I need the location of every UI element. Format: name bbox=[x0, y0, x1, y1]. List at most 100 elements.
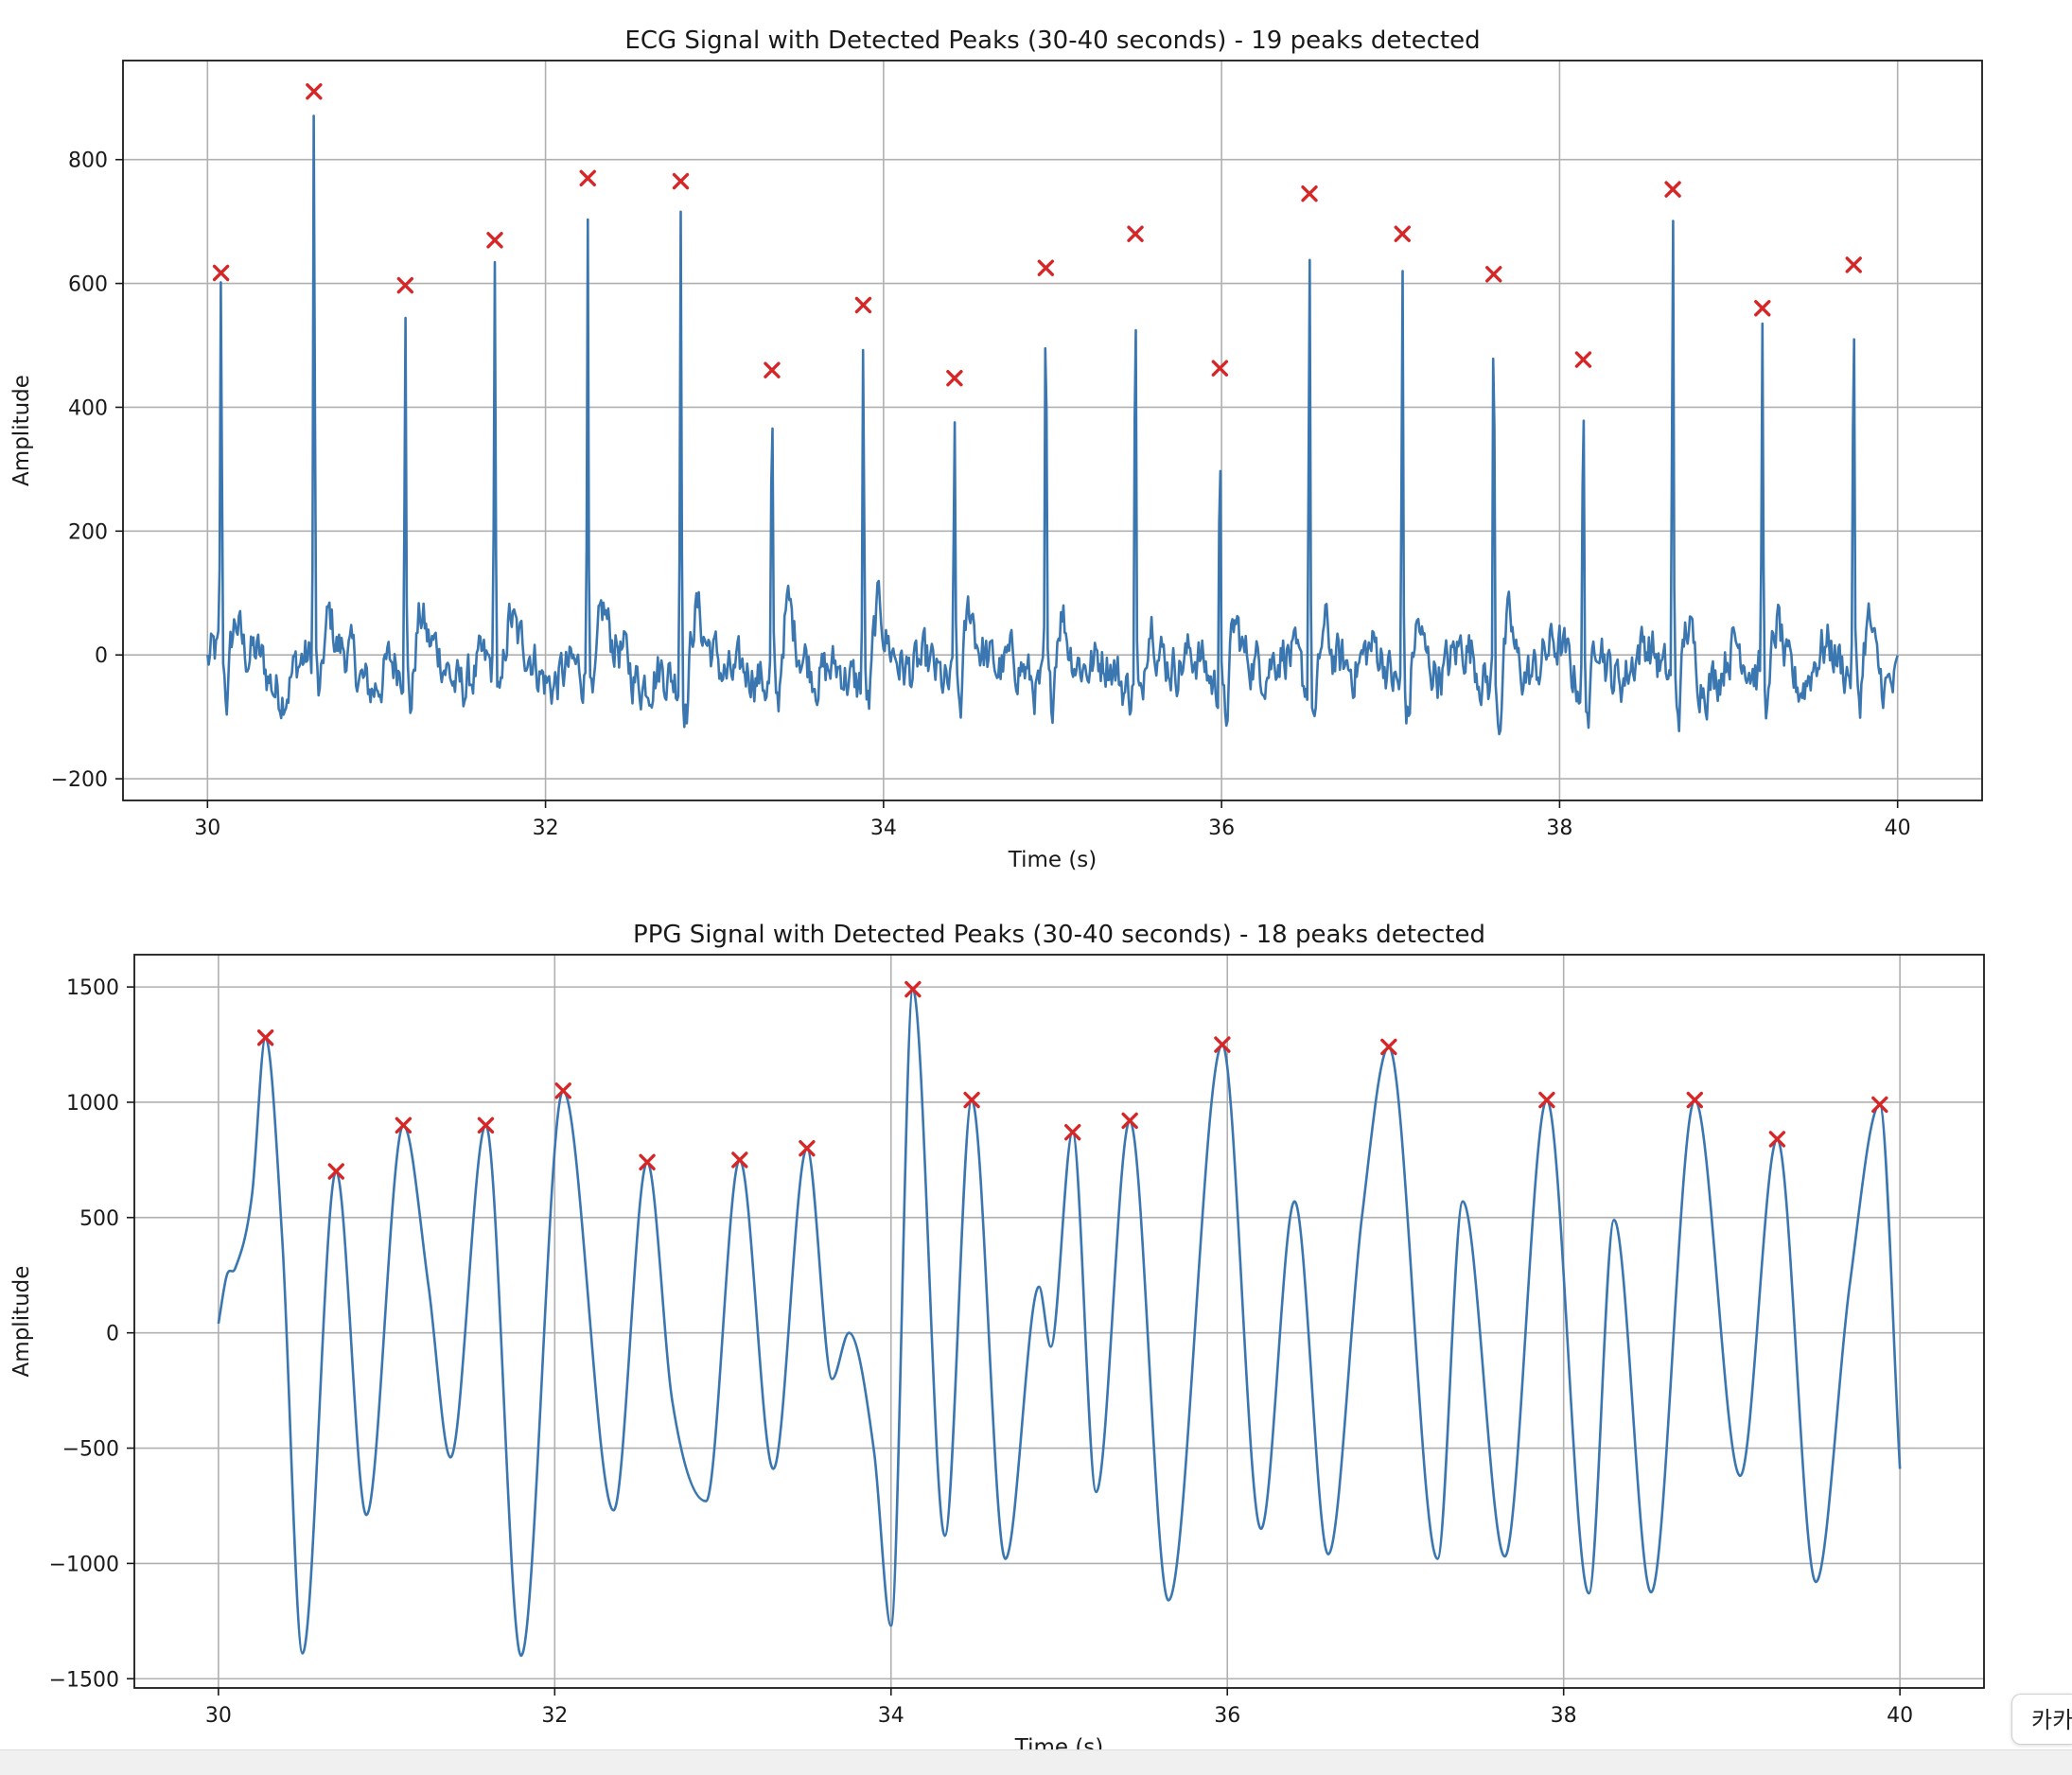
x-axis-label: Time (s) bbox=[1014, 1735, 1104, 1750]
peak-marker-stroke bbox=[1871, 1096, 1888, 1114]
peak-marker bbox=[486, 232, 503, 249]
peak-marker-stroke bbox=[1754, 300, 1771, 317]
peak-marker-stroke bbox=[1211, 360, 1229, 377]
peak-marker bbox=[1121, 1112, 1138, 1130]
peak-marker-stroke bbox=[395, 1116, 413, 1134]
y-tick-label: −200 bbox=[51, 768, 108, 792]
peak-marker bbox=[1845, 256, 1862, 273]
peak-marker bbox=[764, 361, 781, 378]
peak-marker bbox=[1211, 360, 1229, 377]
peak-marker bbox=[396, 276, 414, 294]
x-tick-label: 32 bbox=[541, 1704, 568, 1728]
peak-marker-stroke bbox=[731, 1151, 748, 1169]
peak-marker-stroke bbox=[1127, 225, 1144, 242]
peak-marker-stroke bbox=[1121, 1112, 1138, 1130]
axes-frame bbox=[122, 60, 1983, 801]
peak-marker-stroke bbox=[1214, 1036, 1231, 1053]
x-axis-label: Time (s) bbox=[1008, 848, 1097, 872]
y-tick-label: 800 bbox=[68, 149, 108, 173]
x-tick-label: 40 bbox=[1887, 1704, 1913, 1728]
peak-marker bbox=[904, 980, 922, 998]
peak-marker-stroke bbox=[904, 980, 922, 998]
peak-marker-stroke bbox=[477, 1116, 495, 1134]
peak-marker bbox=[639, 1153, 656, 1171]
peak-marker bbox=[1380, 1038, 1397, 1056]
peak-marker-stroke bbox=[1037, 259, 1055, 276]
peak-marker bbox=[1301, 185, 1318, 202]
peak-marker-stroke bbox=[1768, 1131, 1786, 1148]
peak-marker-stroke bbox=[306, 83, 323, 100]
peak-marker bbox=[1394, 225, 1411, 242]
peak-marker-stroke bbox=[672, 172, 690, 190]
y-tick-label: 200 bbox=[68, 520, 108, 544]
x-tick-label: 30 bbox=[205, 1704, 232, 1728]
y-tick-label: 0 bbox=[106, 1323, 119, 1346]
peak-marker-stroke bbox=[1686, 1091, 1704, 1109]
peak-marker bbox=[579, 169, 596, 187]
peak-marker-stroke bbox=[1394, 225, 1411, 242]
y-tick-label: 500 bbox=[79, 1207, 119, 1231]
x-tick-label: 38 bbox=[1546, 817, 1572, 840]
peak-marker bbox=[963, 1091, 980, 1109]
y-tick-label: 0 bbox=[95, 644, 108, 668]
y-tick-label: −500 bbox=[62, 1438, 119, 1462]
peak-marker bbox=[1538, 1091, 1555, 1109]
peak-marker bbox=[1037, 259, 1055, 276]
peak-marker-stroke bbox=[554, 1082, 571, 1099]
peak-marker-stroke bbox=[1485, 266, 1502, 283]
ecg-chart: 30 32 34 36 38 40 −200 0 200 400 600 800 ECG Signal … bbox=[9, 26, 1983, 872]
peak-marker bbox=[1768, 1131, 1786, 1148]
peak-marker-stroke bbox=[1380, 1038, 1397, 1056]
peak-marker-stroke bbox=[579, 169, 596, 187]
peak-marker-stroke bbox=[327, 1163, 344, 1180]
peak-marker bbox=[256, 1029, 274, 1046]
x-tick-label: 36 bbox=[1208, 817, 1235, 840]
peak-marker-stroke bbox=[764, 361, 781, 378]
peak-marker bbox=[799, 1140, 816, 1157]
peak-marker bbox=[212, 264, 230, 282]
peak-marker bbox=[1214, 1036, 1231, 1053]
peak-marker bbox=[1064, 1123, 1081, 1141]
peak-marker bbox=[1664, 181, 1681, 198]
y-tick-label: 1000 bbox=[66, 1092, 119, 1116]
y-tick-label: −1500 bbox=[49, 1668, 119, 1692]
peak-marker-stroke bbox=[1538, 1091, 1555, 1109]
peak-marker bbox=[1871, 1096, 1888, 1114]
y-tick-label: −1000 bbox=[49, 1553, 119, 1576]
x-tick-label: 32 bbox=[533, 817, 559, 840]
peak-marker-stroke bbox=[396, 276, 414, 294]
peak-marker-stroke bbox=[1064, 1123, 1081, 1141]
ppg-chart: 30 32 34 36 38 40 −1500 −1000 −500 0 500 1000 1500 PP… bbox=[9, 921, 1985, 1750]
peak-marker-stroke bbox=[486, 232, 503, 249]
x-tick-label: 40 bbox=[1885, 817, 1911, 840]
window-bottom-bar bbox=[0, 1749, 2072, 1775]
y-tick-label: 1500 bbox=[66, 976, 119, 1000]
peak-marker bbox=[946, 370, 963, 387]
peak-marker bbox=[1127, 225, 1144, 242]
peak-marker bbox=[854, 296, 872, 314]
x-tick-label: 34 bbox=[878, 1704, 904, 1728]
peak-marker-stroke bbox=[1664, 181, 1681, 198]
peak-marker bbox=[672, 172, 690, 190]
peak-marker-stroke bbox=[946, 370, 963, 387]
peak-marker bbox=[1686, 1091, 1704, 1109]
axes-frame bbox=[133, 954, 1985, 1689]
peak-marker-stroke bbox=[854, 296, 872, 314]
y-tick-label: 600 bbox=[68, 273, 108, 297]
y-axis-label: Amplitude bbox=[9, 375, 34, 486]
peak-marker bbox=[554, 1082, 571, 1099]
peak-marker-stroke bbox=[256, 1029, 274, 1046]
peak-marker-stroke bbox=[639, 1153, 656, 1171]
peak-marker bbox=[327, 1163, 344, 1180]
x-tick-label: 38 bbox=[1551, 1704, 1577, 1728]
y-axis-label: Amplitude bbox=[9, 1266, 34, 1378]
corner-button[interactable]: 카카 bbox=[2011, 1694, 2072, 1745]
peak-marker-stroke bbox=[212, 264, 230, 282]
chart-title: ECG Signal with Detected Peaks (30-40 se… bbox=[624, 26, 1480, 55]
peak-marker bbox=[1574, 351, 1592, 368]
peak-marker-stroke bbox=[1845, 256, 1862, 273]
peak-marker-stroke bbox=[799, 1140, 816, 1157]
peak-marker bbox=[395, 1116, 413, 1134]
peak-marker-stroke bbox=[963, 1091, 980, 1109]
